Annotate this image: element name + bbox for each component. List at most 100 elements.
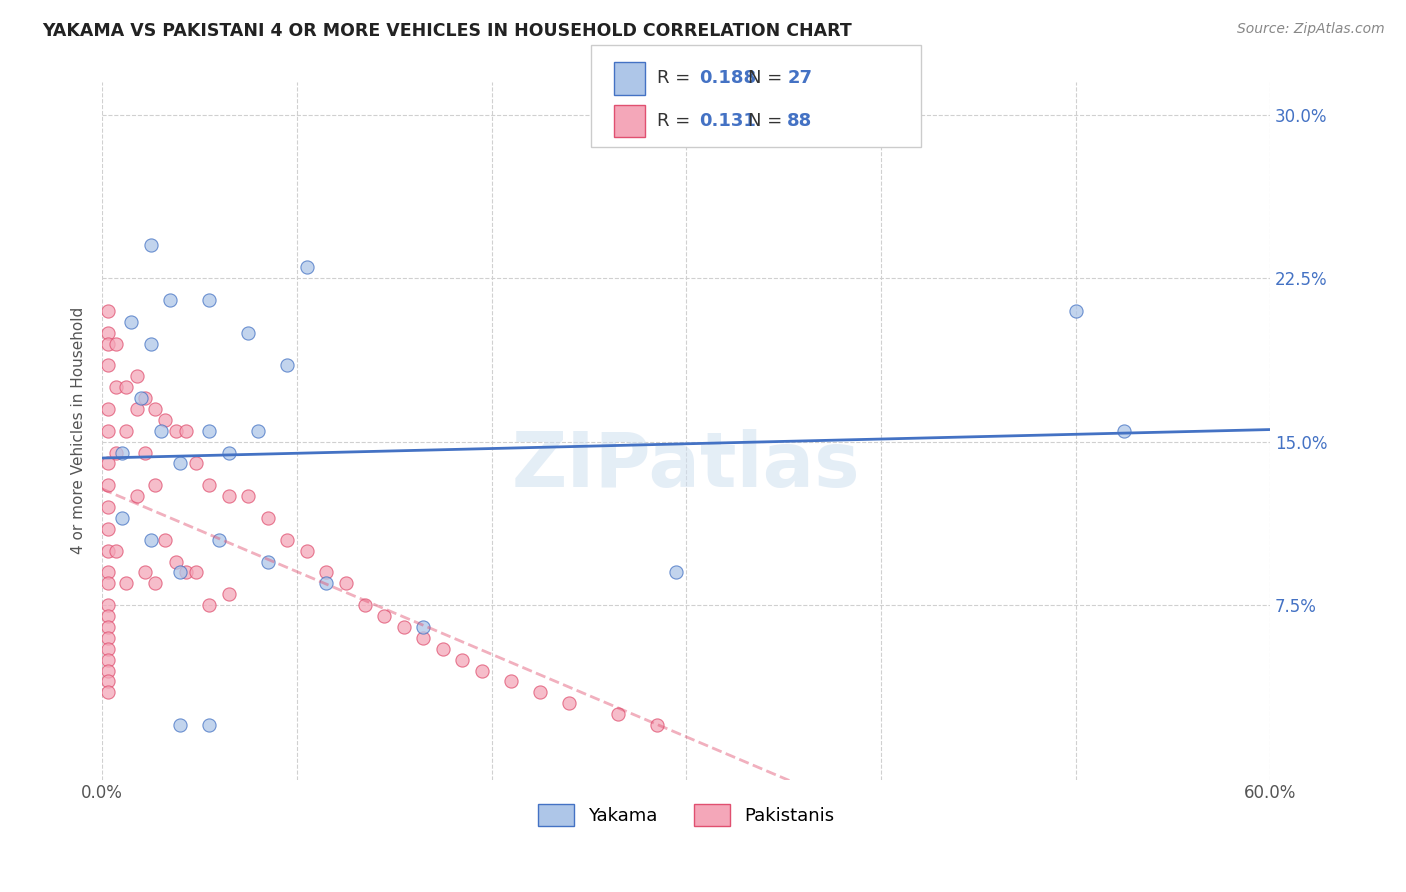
- Point: [607, 707, 630, 722]
- Point: [169, 566, 191, 580]
- Point: [139, 238, 162, 252]
- Point: [238, 489, 260, 503]
- Text: R =: R =: [657, 112, 696, 130]
- Point: [114, 424, 136, 438]
- Point: [97, 674, 120, 689]
- Point: [373, 609, 395, 624]
- Point: [246, 424, 269, 438]
- Point: [295, 260, 318, 275]
- Point: [97, 631, 120, 645]
- Point: [97, 326, 120, 340]
- Point: [174, 566, 197, 580]
- Point: [412, 631, 434, 645]
- Point: [111, 445, 134, 459]
- Point: [276, 359, 298, 373]
- Point: [256, 511, 278, 525]
- Text: N =: N =: [748, 70, 787, 87]
- Point: [97, 522, 120, 536]
- Point: [143, 401, 166, 416]
- Point: [451, 653, 474, 667]
- Point: [153, 413, 176, 427]
- Point: [1064, 303, 1087, 318]
- Point: [276, 533, 298, 547]
- Point: [97, 609, 120, 624]
- Point: [169, 457, 191, 471]
- Text: YAKAMA VS PAKISTANI 4 OR MORE VEHICLES IN HOUSEHOLD CORRELATION CHART: YAKAMA VS PAKISTANI 4 OR MORE VEHICLES I…: [42, 22, 852, 40]
- Point: [1114, 424, 1136, 438]
- Point: [97, 500, 120, 514]
- Point: [184, 566, 207, 580]
- Point: [149, 424, 172, 438]
- Text: N =: N =: [748, 112, 787, 130]
- Legend: Yakama, Pakistanis: Yakama, Pakistanis: [530, 797, 842, 833]
- Text: 27: 27: [787, 70, 813, 87]
- Point: [315, 566, 337, 580]
- Text: Source: ZipAtlas.com: Source: ZipAtlas.com: [1237, 22, 1385, 37]
- Point: [104, 543, 127, 558]
- Point: [97, 543, 120, 558]
- Point: [218, 445, 240, 459]
- Y-axis label: 4 or more Vehicles in Household: 4 or more Vehicles in Household: [72, 307, 86, 555]
- Point: [295, 543, 318, 558]
- Point: [169, 718, 191, 732]
- Point: [97, 424, 120, 438]
- Point: [153, 533, 176, 547]
- Point: [114, 380, 136, 394]
- Point: [208, 533, 231, 547]
- Point: [97, 653, 120, 667]
- Point: [256, 555, 278, 569]
- Point: [159, 293, 181, 307]
- Point: [218, 489, 240, 503]
- Point: [315, 576, 337, 591]
- Point: [198, 424, 221, 438]
- Point: [499, 674, 522, 689]
- Point: [97, 401, 120, 416]
- Point: [127, 369, 149, 384]
- Point: [165, 555, 187, 569]
- Point: [558, 696, 581, 710]
- Point: [645, 718, 668, 732]
- Point: [198, 718, 221, 732]
- Point: [97, 576, 120, 591]
- Point: [198, 293, 221, 307]
- Point: [354, 598, 377, 612]
- Point: [139, 336, 162, 351]
- Point: [134, 391, 156, 405]
- Point: [97, 336, 120, 351]
- Point: [104, 380, 127, 394]
- Point: [120, 315, 142, 329]
- Point: [97, 566, 120, 580]
- Point: [114, 576, 136, 591]
- Point: [127, 401, 149, 416]
- Point: [97, 598, 120, 612]
- Text: 88: 88: [787, 112, 813, 130]
- Point: [529, 685, 551, 699]
- Point: [139, 533, 162, 547]
- Point: [665, 566, 688, 580]
- Point: [198, 598, 221, 612]
- Point: [432, 641, 454, 656]
- Point: [97, 664, 120, 678]
- Point: [134, 566, 156, 580]
- Point: [184, 457, 207, 471]
- Point: [97, 478, 120, 492]
- Text: ZIPatlas: ZIPatlas: [512, 429, 860, 502]
- Text: 0.188: 0.188: [699, 70, 756, 87]
- Point: [471, 664, 494, 678]
- Point: [97, 685, 120, 699]
- Point: [97, 641, 120, 656]
- Point: [97, 359, 120, 373]
- Point: [97, 620, 120, 634]
- Point: [218, 587, 240, 601]
- Point: [174, 424, 197, 438]
- Point: [134, 445, 156, 459]
- Point: [335, 576, 357, 591]
- Point: [104, 445, 127, 459]
- Text: R =: R =: [657, 70, 696, 87]
- Point: [111, 511, 134, 525]
- Point: [392, 620, 415, 634]
- Point: [129, 391, 152, 405]
- Point: [412, 620, 434, 634]
- Point: [165, 424, 187, 438]
- Text: 0.131: 0.131: [699, 112, 755, 130]
